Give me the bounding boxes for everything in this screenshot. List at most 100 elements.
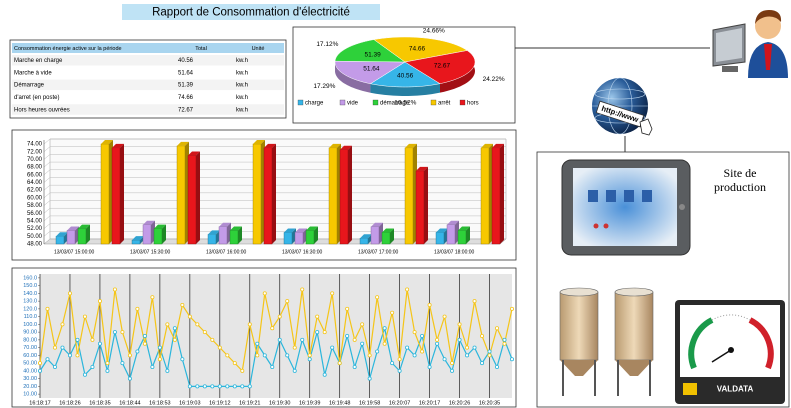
point [405, 287, 410, 292]
bar [176, 145, 186, 245]
x-tick-label: 13/03/07 17:00:00 [358, 249, 399, 255]
point [232, 361, 237, 366]
point [322, 372, 327, 377]
point [67, 353, 72, 358]
report-title: Rapport de Consommation d'électricité [152, 7, 350, 19]
point [240, 384, 245, 389]
point [112, 330, 117, 335]
bar-side [162, 224, 166, 244]
point [390, 310, 395, 315]
point [67, 291, 72, 296]
point [262, 291, 267, 296]
y-tick-label: 68.00 [27, 165, 43, 171]
y-tick-label: 64.00 [27, 180, 43, 186]
y-tick-label: 74.00 [27, 142, 43, 148]
point [157, 345, 162, 350]
table-cell: Marche à vide [14, 70, 52, 76]
y-tick-label: 60.00 [23, 353, 37, 359]
point [375, 349, 380, 354]
bar-side [466, 226, 470, 244]
bar [328, 147, 338, 245]
table-cell: kw.h [236, 95, 248, 101]
percent-label: 24.22% [483, 76, 505, 83]
grid-line [43, 161, 506, 168]
x-tick-label: 16:18:53 [149, 400, 170, 406]
point [487, 349, 492, 354]
x-tick-label: 13/03/07 15:00:00 [54, 249, 95, 255]
point [165, 322, 170, 327]
y-tick-label: 40.00 [23, 368, 37, 374]
point [202, 384, 207, 389]
point [480, 333, 485, 338]
table-header: Consommation énergie active sur la pério… [14, 46, 122, 52]
point [217, 345, 222, 350]
y-tick-label: 20.00 [23, 384, 37, 390]
point [52, 345, 57, 350]
point [487, 353, 492, 358]
pie-slice [369, 61, 441, 88]
grid-line [43, 138, 506, 145]
point [480, 361, 485, 366]
bar [229, 230, 239, 245]
point [127, 353, 132, 358]
y-tick-label: 50.00 [23, 361, 37, 367]
bar [294, 232, 304, 245]
x-tick-label: 16:19:39 [299, 400, 320, 406]
point [472, 299, 477, 304]
bar [66, 230, 76, 245]
bar [142, 224, 152, 245]
point [217, 384, 222, 389]
series-line [39, 289, 513, 373]
bar-side [120, 143, 124, 244]
bar [359, 238, 369, 245]
y-tick-label: 52.00 [27, 226, 43, 232]
table-cell: Hors heures ouvrées [14, 107, 70, 113]
y-tick-label: 30.00 [23, 376, 37, 382]
point [97, 299, 102, 304]
x-tick-label: 13/03/07 16:00:00 [206, 249, 247, 255]
table-row-bg [12, 79, 284, 91]
table-cell: kw.h [236, 58, 248, 64]
point [105, 368, 110, 373]
x-tick-label: 16:20:07 [389, 400, 410, 406]
bar [446, 224, 456, 245]
table-cell: Marche en charge [14, 58, 63, 64]
bar [370, 226, 380, 245]
point [247, 322, 252, 327]
slice-label: 51.39 [365, 51, 382, 58]
point [367, 376, 372, 381]
point [502, 341, 507, 346]
point [90, 364, 95, 369]
y-tick-label: 66.00 [27, 172, 43, 178]
point [90, 337, 95, 342]
table-header: Total [195, 46, 207, 52]
grid-line [43, 215, 506, 222]
point [465, 353, 470, 358]
bar [218, 226, 228, 245]
user-icon [712, 10, 788, 78]
grid-line [43, 192, 506, 199]
grid-line [43, 169, 506, 175]
point [300, 287, 305, 292]
point [82, 372, 87, 377]
pie-slice [373, 36, 468, 63]
slice-label: 40.56 [397, 72, 414, 79]
y-tick-label: 54.00 [27, 219, 43, 225]
x-tick-label: 16:19:58 [359, 400, 380, 406]
point [509, 357, 514, 362]
x-tick-label: 16:18:26 [59, 400, 80, 406]
point [345, 306, 350, 311]
y-tick-label: 90.00 [23, 330, 37, 336]
bar [153, 228, 163, 245]
table-row-bg [12, 104, 284, 115]
point [142, 341, 147, 346]
internet-icon: http://www [592, 77, 653, 136]
bar [111, 147, 121, 245]
point [38, 368, 43, 373]
point [427, 364, 432, 369]
grid-line [43, 238, 506, 245]
point [82, 314, 87, 319]
bar [131, 239, 141, 245]
point [180, 357, 185, 362]
x-tick-label: 16:18:44 [119, 400, 140, 406]
